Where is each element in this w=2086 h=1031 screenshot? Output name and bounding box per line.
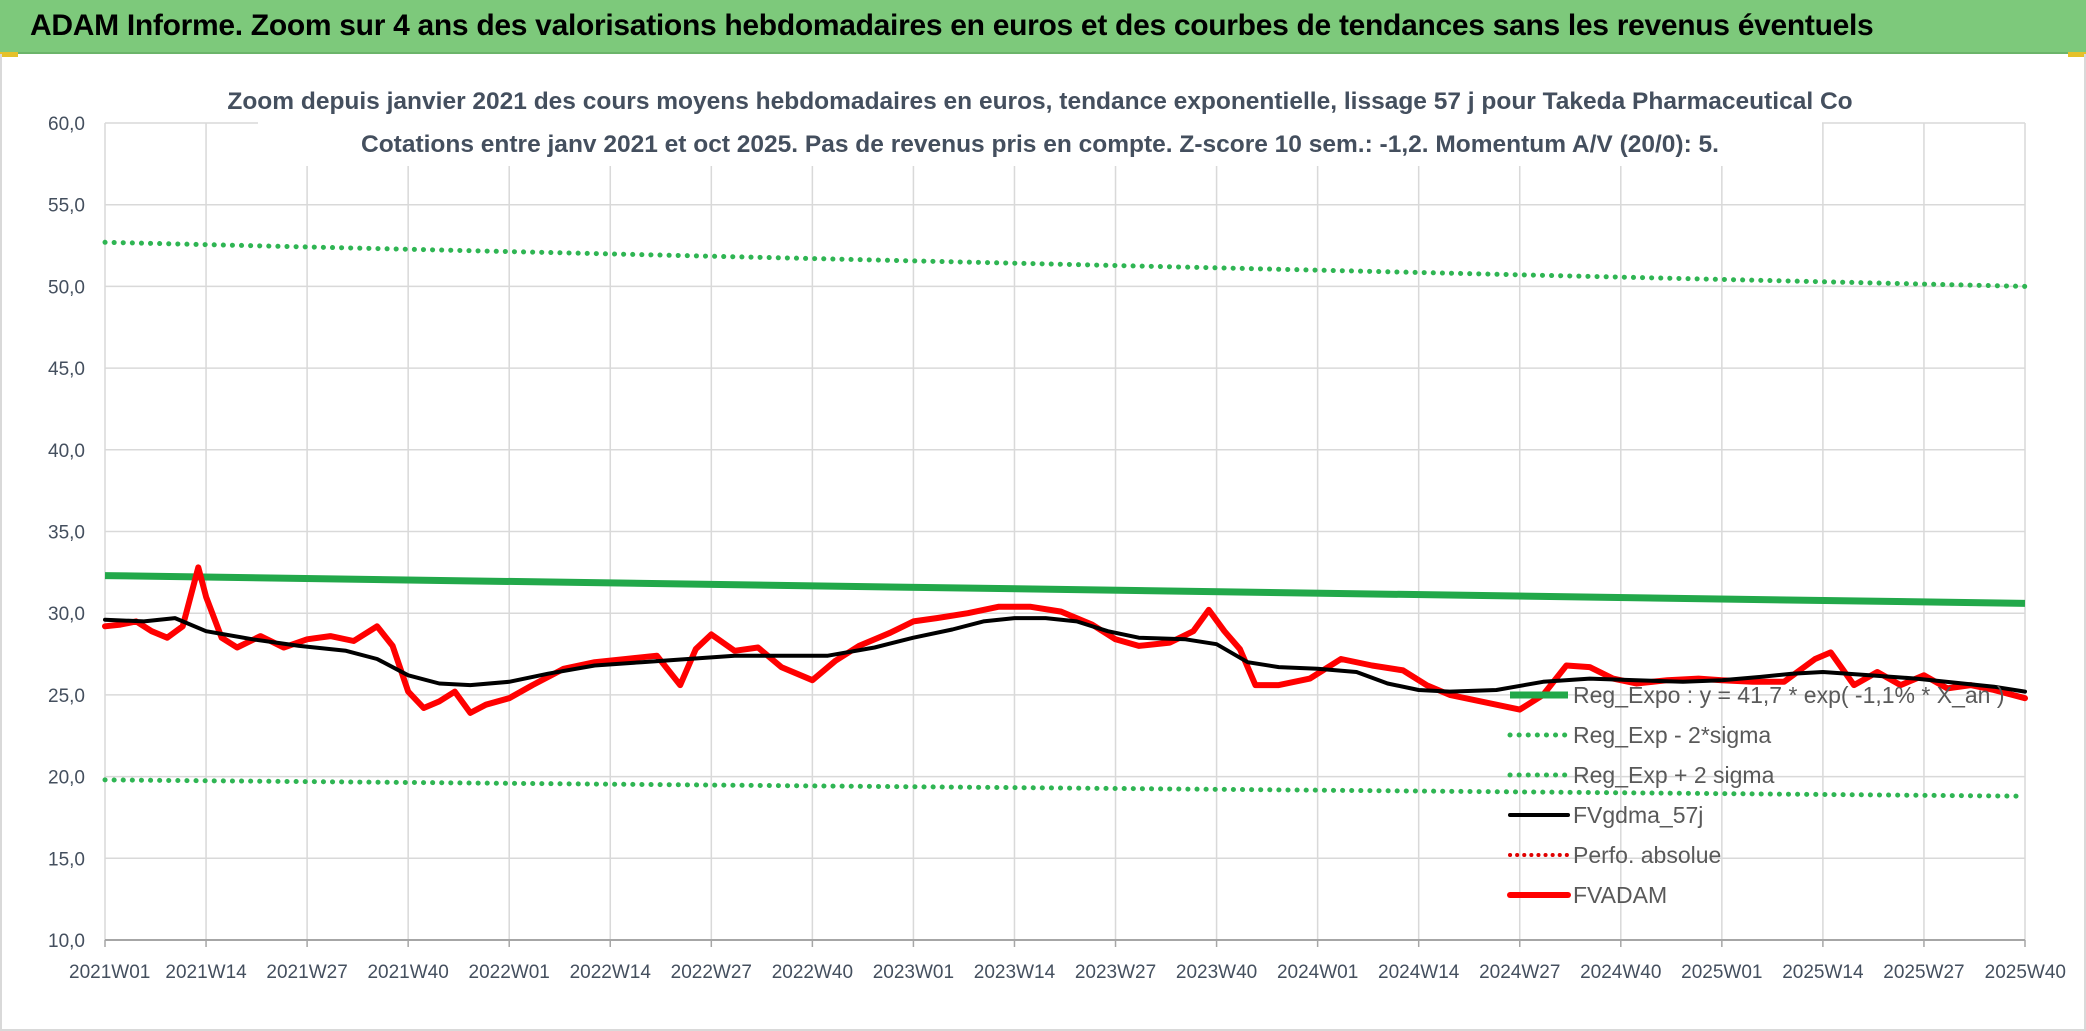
legend-label-1: Reg_Exp - 2*sigma (1573, 722, 1771, 748)
x-tick-label: 2021W01 (69, 962, 150, 983)
chart-frame (0, 54, 2086, 1031)
y-tick-label: 20,0 (48, 768, 85, 789)
banner-corner-accent-left (0, 52, 18, 57)
series-layer (102, 239, 2028, 799)
y-tick-label: 45,0 (48, 359, 85, 380)
series-line-3 (103, 616, 2027, 694)
x-tick-label: 2025W01 (1681, 962, 1762, 983)
x-tick-label: 2021W40 (367, 962, 448, 983)
x-tick-label: 2022W14 (570, 962, 652, 983)
legend-label-0: Reg_Expo : y = 41,7 * exp( -1,1% * X_an … (1573, 682, 2005, 708)
y-tick-label: 15,0 (48, 849, 85, 870)
x-tick-label: 2024W01 (1277, 962, 1358, 983)
legend-label-2: Reg_Exp + 2 sigma (1573, 762, 1775, 788)
x-tick-label: 2025W40 (1985, 962, 2066, 983)
y-tick-label: 50,0 (48, 277, 85, 298)
x-tick-label: 2023W14 (974, 962, 1056, 983)
series-line-2 (102, 239, 2028, 289)
x-tick-label: 2023W27 (1075, 962, 1156, 983)
x-tick-label: 2022W01 (469, 962, 550, 983)
y-tick-label: 35,0 (48, 523, 85, 544)
x-tick-label: 2023W40 (1176, 962, 1257, 983)
x-tick-label: 2024W40 (1580, 962, 1661, 983)
x-tick-label: 2021W27 (266, 962, 347, 983)
x-tick-label: 2022W40 (772, 962, 853, 983)
series-line-0 (104, 572, 2026, 607)
x-tick-label: 2021W14 (165, 962, 247, 983)
chart-title-backdrop (258, 80, 1822, 166)
y-tick-label: 55,0 (48, 196, 85, 217)
y-tick-label: 25,0 (48, 686, 85, 707)
x-tick-label: 2025W27 (1883, 962, 1964, 983)
y-tick-label: 40,0 (48, 441, 85, 462)
x-tick-label: 2025W14 (1782, 962, 1864, 983)
x-tick-label: 2023W01 (873, 962, 954, 983)
chart-legend: Reg_Expo : y = 41,7 * exp( -1,1% * X_an … (1507, 682, 2005, 908)
x-tick-label: 2024W14 (1378, 962, 1460, 983)
chart-subtitle: Cotations entre janv 2021 et oct 2025. P… (361, 131, 1719, 158)
chart-title: Zoom depuis janvier 2021 des cours moyen… (227, 88, 1852, 115)
legend-label-5: FVADAM (1573, 882, 1667, 908)
y-tick-label: 30,0 (48, 604, 85, 625)
report-title: ADAM Informe. Zoom sur 4 ans des valoris… (30, 9, 1874, 42)
legend-label-3: FVgdma_57j (1573, 802, 1703, 828)
grid-lines (104, 122, 2026, 941)
series-line-1 (102, 777, 2028, 799)
y-tick-label: 10,0 (48, 931, 85, 952)
legend-label-4: Perfo. absolue (1573, 842, 1721, 868)
y-tick-label: 60,0 (48, 114, 85, 135)
y-axis-ticks: 10,0 15,0 20,0 25,0 30,0 35,0 40,0 45,0 50,0 55,0… (48, 114, 85, 952)
banner-corner-accent-right (2068, 52, 2086, 57)
x-axis-ticks: 2021W01 2021W14 2021W27 2021W40 2022W01 2022W… (69, 940, 2066, 983)
report-banner: ADAM Informe. Zoom sur 4 ans des valoris… (0, 0, 2086, 54)
x-tick-label: 2024W27 (1479, 962, 1560, 983)
x-tick-label: 2022W27 (671, 962, 752, 983)
